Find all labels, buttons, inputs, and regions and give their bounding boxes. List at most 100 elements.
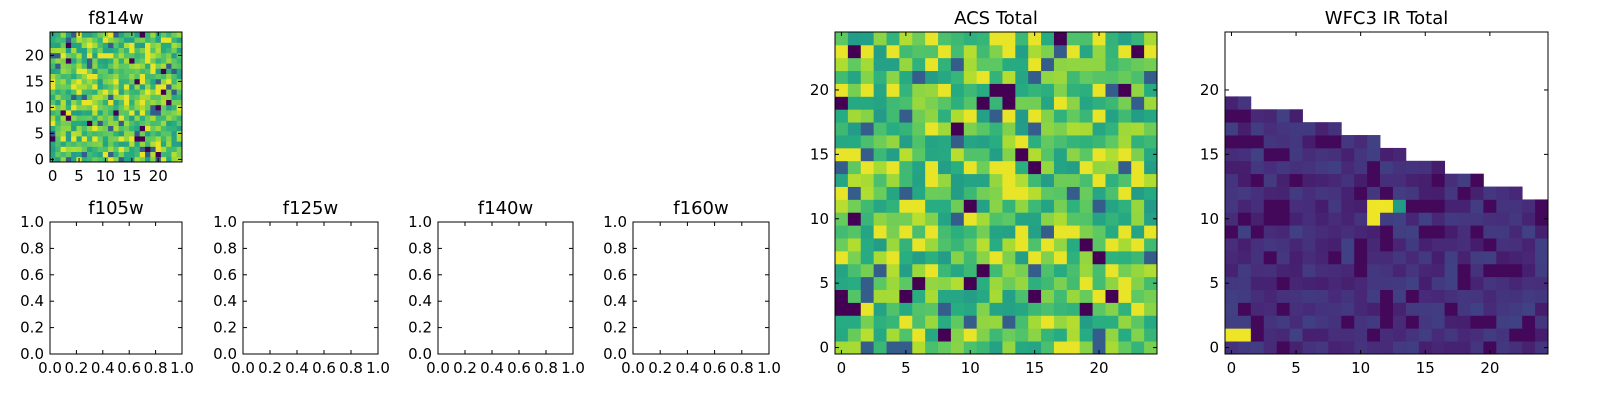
heatmap-cell (150, 47, 156, 54)
heatmap-cell (950, 109, 965, 123)
heatmap-cell (1250, 263, 1265, 278)
heatmap-cell (938, 32, 952, 46)
heatmap-cell (1066, 122, 1081, 136)
heatmap-cell (139, 89, 146, 95)
heatmap-cell (150, 78, 156, 85)
heatmap-cell (1276, 341, 1290, 355)
heatmap-cell (1144, 83, 1158, 97)
heatmap-cell (145, 146, 151, 152)
heatmap-cell (1144, 135, 1158, 149)
heatmap-cell (123, 37, 130, 43)
heatmap-cell (1105, 44, 1119, 59)
heatmap-cell (92, 130, 98, 137)
heatmap-cell (1380, 250, 1394, 265)
heatmap-cell (86, 73, 93, 80)
heatmap-cell (899, 122, 913, 136)
heatmap-cell (1041, 109, 1055, 123)
heatmap-cell (1066, 289, 1081, 303)
heatmap-cell (1535, 315, 1549, 329)
heatmap-cell (150, 151, 156, 158)
heatmap-cell (860, 57, 875, 72)
heatmap-cell (81, 68, 88, 74)
heatmap-cell (1250, 328, 1265, 342)
heatmap-cell (55, 42, 61, 48)
heatmap-cell (55, 99, 61, 106)
heatmap-cell (1225, 147, 1239, 162)
heatmap-cell (1315, 122, 1329, 136)
heatmap-cell (92, 52, 98, 59)
heatmap-cell (1276, 135, 1290, 149)
heatmap-cell (50, 47, 56, 54)
heatmap-cell (950, 302, 965, 316)
heatmap-cell (1105, 32, 1119, 46)
heatmap-cell (150, 130, 156, 137)
heatmap-cell (108, 58, 114, 64)
heatmap-cell (1105, 96, 1119, 110)
heatmap-cell (886, 263, 900, 278)
x-tick-label: 5 (901, 359, 911, 377)
heatmap-cell (873, 250, 887, 265)
heatmap-cell (65, 120, 72, 126)
heatmap-cell (1053, 199, 1068, 213)
heatmap-cell (1276, 328, 1290, 342)
heatmap-cell (963, 328, 978, 342)
heatmap-cell (847, 328, 862, 342)
heatmap-cell (1367, 289, 1381, 303)
heatmap-cell (899, 276, 913, 290)
heatmap-cell (71, 115, 77, 121)
heatmap-cell (1131, 263, 1145, 278)
heatmap-cell (1079, 32, 1093, 46)
y-tick-label: 0 (819, 339, 829, 357)
heatmap-cell (989, 160, 1003, 175)
heatmap-cell (113, 73, 120, 80)
heatmap-cell (92, 136, 98, 142)
heatmap-cell (976, 328, 990, 342)
heatmap-cell (102, 68, 109, 74)
heatmap-cell (1079, 83, 1093, 97)
heatmap-cell (1315, 225, 1329, 239)
panel-title: f160w (673, 198, 728, 219)
heatmap-cell (171, 125, 178, 132)
heatmap-cell (1028, 276, 1042, 290)
heatmap-cell (1263, 199, 1278, 213)
heatmap-cell (71, 52, 77, 59)
heatmap-cell (1015, 263, 1029, 278)
heatmap-cell (1118, 238, 1132, 252)
heatmap-cell (1457, 289, 1471, 303)
y-tick-label: 0.0 (20, 345, 44, 363)
heatmap-cell (134, 156, 141, 163)
heatmap-cell (1367, 263, 1381, 278)
heatmap-cell (1405, 199, 1420, 213)
heatmap-cell (1131, 147, 1145, 162)
y-tick-label: 20 (810, 81, 829, 99)
heatmap-cell (171, 94, 178, 100)
heatmap-cell (1405, 315, 1420, 329)
heatmap-cell (86, 120, 93, 126)
heatmap-cell (1066, 276, 1081, 290)
heatmap-cell (860, 263, 875, 278)
heatmap-cell (108, 84, 114, 90)
heatmap-cell (1289, 173, 1303, 187)
heatmap-cell (129, 120, 135, 126)
heatmap-cell (1053, 328, 1068, 342)
heatmap-cell (81, 37, 88, 43)
heatmap-cell (899, 96, 913, 110)
heatmap-cell (1328, 212, 1342, 226)
heatmap-cell (145, 78, 151, 85)
heatmap-cell (76, 146, 83, 152)
heatmap-cell (150, 89, 156, 95)
heatmap-cell (145, 156, 151, 163)
heatmap-cell (118, 104, 125, 111)
heatmap-cell (860, 238, 875, 252)
heatmap-cell (1276, 147, 1290, 162)
y-tick-label: 0.6 (408, 266, 432, 284)
heatmap-cell (65, 68, 72, 74)
heatmap-cell (1380, 302, 1394, 316)
x-tick-label: 0.6 (312, 359, 336, 377)
heatmap-cell (1328, 263, 1342, 278)
heatmap-cell (92, 63, 98, 69)
heatmap-cell (166, 94, 172, 100)
heatmap-cell (976, 147, 990, 162)
heatmap-cell (129, 151, 135, 158)
